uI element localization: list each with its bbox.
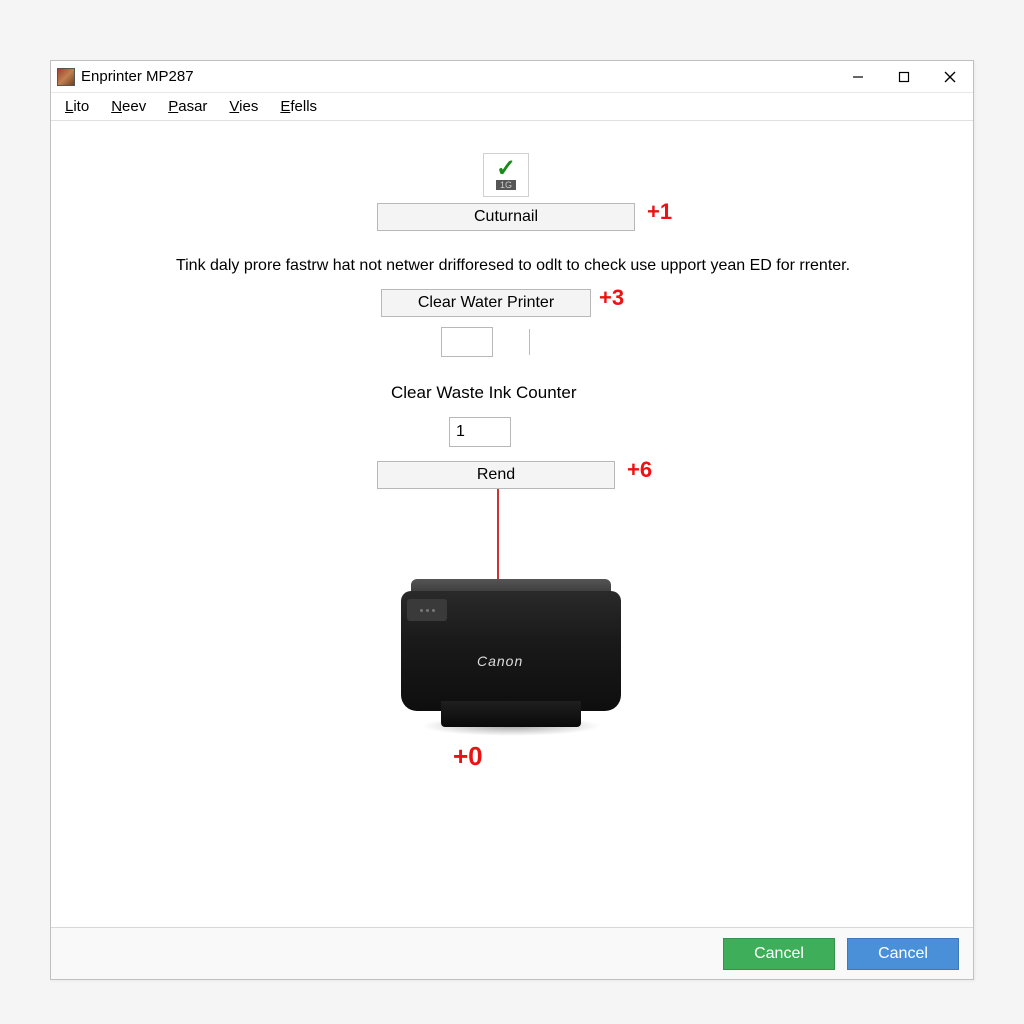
annotation-6: +6 <box>627 457 652 483</box>
waste-ink-label: Clear Waste Ink Counter <box>391 383 577 403</box>
cuturnail-button[interactable]: Cuturnail <box>377 203 635 231</box>
maximize-button[interactable] <box>881 62 927 92</box>
checkmark-icon: ✓ <box>496 160 516 178</box>
title-bar: Enprinter MP287 <box>51 61 973 93</box>
clear-water-button[interactable]: Clear Water Printer <box>381 289 591 317</box>
small-input-1[interactable] <box>441 327 493 357</box>
counter-input[interactable] <box>449 417 511 447</box>
minimize-icon <box>852 71 864 83</box>
cancel-button-green[interactable]: Cancel <box>723 938 835 970</box>
menu-lito[interactable]: Lito <box>55 95 99 118</box>
cancel-green-label: Cancel <box>754 945 804 963</box>
content-area: ✓ 1G Cuturnail +1 Tink daly prore fastrw… <box>51 121 973 927</box>
menu-vies[interactable]: Vies <box>219 95 268 118</box>
check-icon: ✓ 1G <box>483 153 529 197</box>
close-icon <box>944 71 956 83</box>
printer-image: Canon <box>381 561 641 751</box>
cancel-blue-label: Cancel <box>878 945 928 963</box>
rend-label: Rend <box>477 466 515 484</box>
window-title: Enprinter MP287 <box>81 68 194 85</box>
description-text: Tink daly prore fastrw hat not netwer dr… <box>103 257 923 275</box>
rend-button[interactable]: Rend <box>377 461 615 489</box>
close-button[interactable] <box>927 62 973 92</box>
menu-neev[interactable]: Neev <box>101 95 156 118</box>
cancel-button-blue[interactable]: Cancel <box>847 938 959 970</box>
menu-pasar[interactable]: Pasar <box>158 95 217 118</box>
app-icon <box>57 68 75 86</box>
printer-brand: Canon <box>477 653 523 669</box>
cuturnail-label: Cuturnail <box>474 208 538 226</box>
app-window: Enprinter MP287 Lito Neev Pasar Vies Efe… <box>50 60 974 980</box>
separator-icon <box>529 329 530 355</box>
menu-efells[interactable]: Efells <box>270 95 327 118</box>
check-sublabel: 1G <box>496 180 516 190</box>
minimize-button[interactable] <box>835 62 881 92</box>
maximize-icon <box>898 71 910 83</box>
footer: Cancel Cancel <box>51 927 973 979</box>
annotation-3: +3 <box>599 285 624 311</box>
annotation-1: +1 <box>647 199 672 225</box>
menu-bar: Lito Neev Pasar Vies Efells <box>51 93 973 121</box>
annotation-0: +0 <box>453 741 483 772</box>
clear-water-label: Clear Water Printer <box>418 294 554 312</box>
